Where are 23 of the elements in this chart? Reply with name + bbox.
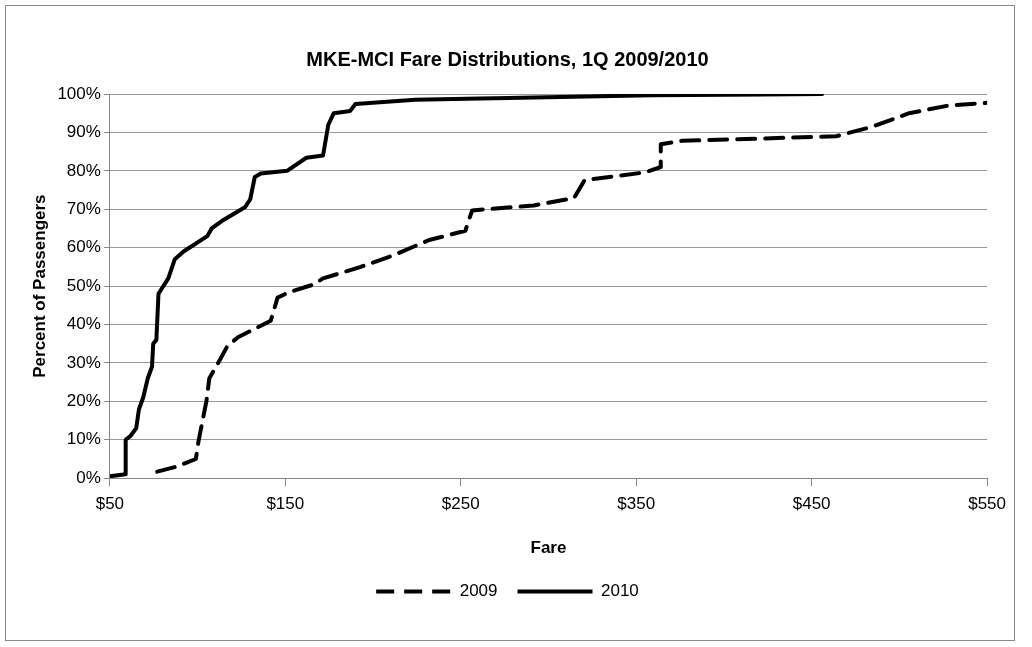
line-series [155, 100, 988, 474]
x-tick-label: $250 [441, 494, 480, 514]
x-tick-label: $450 [792, 494, 831, 514]
y-axis-title: Percent of Passengers [29, 194, 49, 378]
legend-label: 2010 [601, 581, 639, 601]
y-tick-label: 60% [66, 237, 101, 257]
y-tick-label: 80% [66, 160, 101, 180]
x-tick-label: $550 [968, 494, 1006, 514]
x-axis-title: Fare [530, 538, 567, 558]
legend-label: 2009 [459, 581, 498, 601]
y-tick-label: 20% [66, 391, 101, 411]
x-tick-label: $150 [266, 494, 305, 514]
y-tick-label: 0% [76, 467, 101, 487]
chart-title: MKE-MCI Fare Distributions, 1Q 2009/2010 [306, 47, 709, 70]
y-tick-label: 100% [57, 83, 101, 103]
y-tick-label: 90% [66, 122, 101, 142]
y-tick-label: 10% [66, 429, 101, 449]
y-tick-label: 50% [66, 275, 101, 295]
y-tick-label: 70% [66, 198, 101, 218]
x-tick-label: $350 [617, 494, 656, 514]
y-tick-label: 40% [66, 314, 101, 334]
x-tick-label: $50 [95, 494, 125, 514]
y-tick-label: 30% [66, 352, 101, 372]
